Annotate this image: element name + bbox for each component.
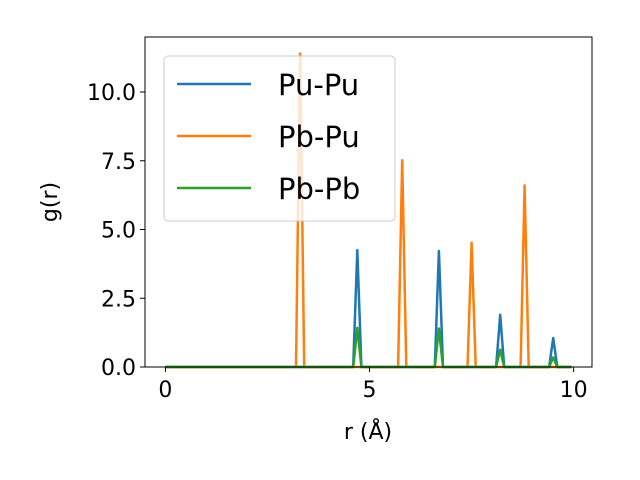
x-tick-label: 5	[363, 378, 377, 403]
plot-frame	[144, 36, 593, 368]
y-tick-label: 10.0	[87, 81, 136, 106]
legend-label-pb-pb: Pb-Pb	[278, 172, 360, 206]
y-tick-label: 5.0	[101, 219, 136, 244]
y-tick-label: 0.0	[101, 356, 136, 381]
x-tick-label: 0	[158, 378, 172, 403]
y-tick-label: 7.5	[101, 150, 136, 175]
legend-frame	[163, 55, 396, 222]
legend-label-pb-pu: Pb-Pu	[278, 120, 360, 154]
y-axis-label: g(r)	[38, 182, 63, 222]
legend-label-pu-pu: Pu-Pu	[278, 68, 359, 102]
y-axis-ticks: 0.0 2.5 5.0 7.5 10.0	[87, 81, 145, 381]
x-axis-label: r (Å)	[344, 418, 392, 445]
legend: Pu-Pu Pb-Pu Pb-Pb	[163, 55, 396, 222]
x-tick-label: 10	[560, 378, 588, 403]
x-axis-ticks: 0 5 10	[158, 367, 588, 403]
y-tick-label: 2.5	[101, 287, 136, 312]
